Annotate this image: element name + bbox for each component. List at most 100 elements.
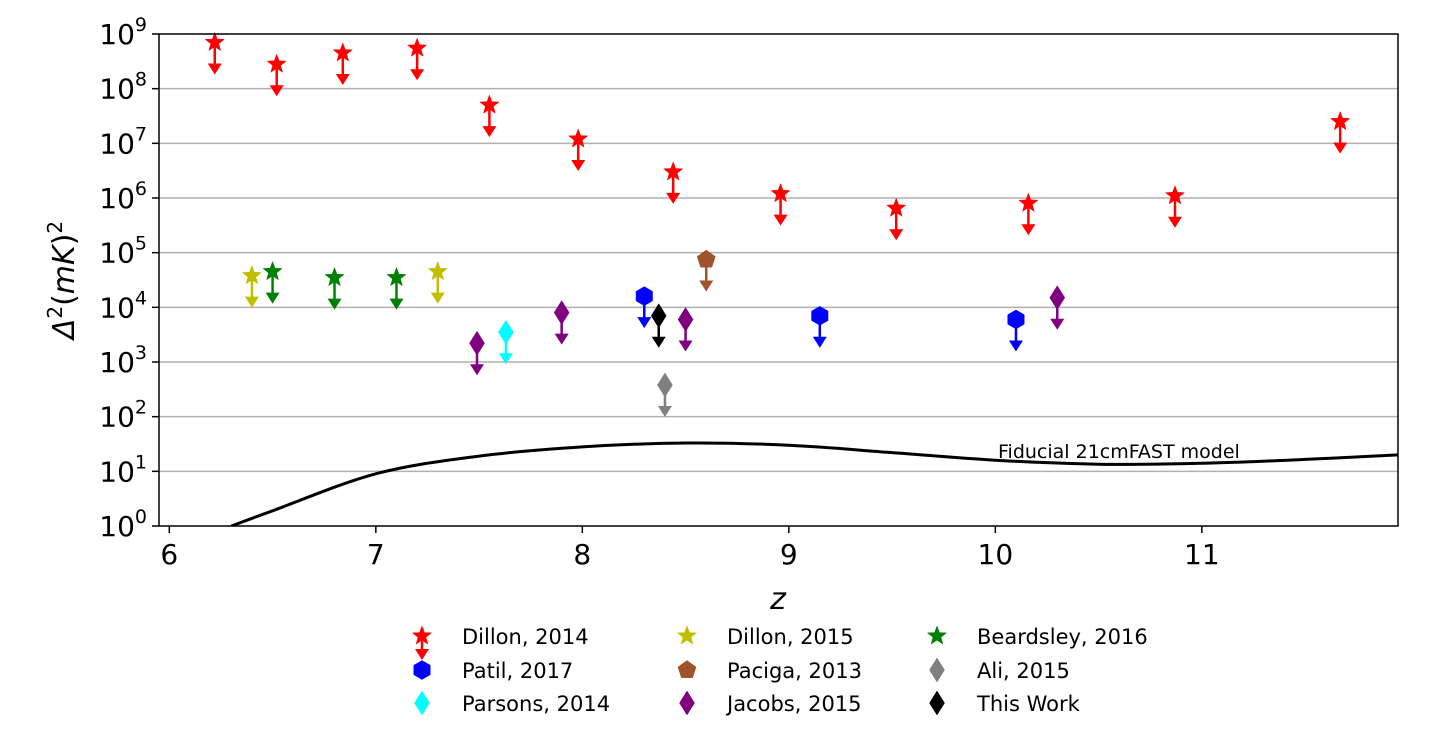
data-point: [770, 182, 791, 203]
upper-limit-arrowhead: [207, 63, 222, 75]
y-tick-label: 101: [99, 451, 147, 488]
upper-limit-arrowhead: [389, 298, 404, 310]
data-point: [1049, 285, 1066, 311]
data-point: [662, 161, 684, 181]
x-tick-label: 6: [160, 538, 178, 571]
upper-limit-arrowhead: [410, 69, 425, 81]
data-point: [677, 306, 694, 332]
data-point: [469, 330, 485, 356]
upper-limit-arrowhead: [773, 214, 788, 226]
upper-limit-arrowhead: [327, 298, 342, 310]
y-tick-label: 106: [99, 178, 147, 215]
legend-label: Dillon, 2015: [727, 625, 854, 649]
upper-limit-arrowhead: [415, 649, 429, 660]
upper-limit-arrowhead: [1008, 340, 1023, 352]
data-point: [266, 53, 287, 73]
upper-limit-arrowhead: [1021, 224, 1036, 236]
legend-marker: [929, 657, 945, 683]
upper-limit-arrowhead: [269, 85, 284, 97]
legend-label: Patil, 2017: [462, 659, 573, 683]
legend-marker: [679, 690, 695, 716]
legend-label: Parsons, 2014: [462, 692, 610, 716]
data-point: [204, 31, 225, 52]
data-point: [1329, 110, 1351, 131]
data-point: [427, 260, 448, 281]
y-tick-label: 103: [99, 342, 147, 379]
x-axis: 6 7 8 9 10 11: [160, 526, 1220, 571]
data-point: [498, 319, 514, 345]
legend-label: Dillon, 2014: [462, 625, 589, 649]
legend-label: Jacobs, 2015: [725, 692, 862, 716]
y-tick-label: 109: [99, 14, 147, 51]
upper-limit-arrowhead: [244, 296, 259, 308]
data-point: [479, 94, 500, 114]
y-axis-title: Δ2(mK)2: [43, 221, 82, 341]
legend-marker: [413, 660, 431, 680]
y-tick-label: 107: [99, 123, 147, 160]
y-axis: 100 101 102 103 104 105 106 107 108 109: [99, 14, 159, 543]
data-point: [406, 37, 428, 57]
x-tick-label: 9: [780, 538, 798, 571]
x-tick-label: 11: [1184, 538, 1220, 571]
gridlines: [159, 87, 1398, 473]
upper-limit-arrowhead: [1050, 318, 1065, 330]
upper-limit-arrowhead: [335, 73, 350, 85]
data-point: [568, 128, 589, 148]
upper-limit-arrowhead: [678, 340, 693, 352]
x-tick-label: 8: [573, 538, 591, 571]
upper-limit-arrowhead: [571, 160, 586, 172]
upper-limit-arrowhead: [554, 333, 569, 345]
y-tick-label: 102: [99, 397, 147, 434]
data-point: [553, 300, 570, 326]
data-point: [1164, 185, 1186, 205]
upper-limit-arrowhead: [1167, 216, 1182, 228]
x-axis-title: z: [769, 582, 787, 617]
data-point: [657, 372, 673, 398]
upper-limit-arrowhead: [1333, 142, 1348, 154]
legend-label: Beardsley, 2016: [977, 625, 1148, 649]
y-tick-label: 108: [99, 69, 147, 106]
plot-frame: [158, 33, 1399, 527]
x-tick-label: 10: [978, 538, 1014, 571]
upper-limit-arrowhead: [637, 317, 652, 329]
upper-limit-arrowhead: [498, 353, 513, 365]
data-point: [241, 264, 263, 285]
legend-marker: [926, 625, 948, 645]
data-markers: [204, 31, 1351, 417]
model-curve-group: [230, 441, 1398, 526]
x-tick-label: 7: [367, 538, 385, 571]
legend-marker: [676, 625, 698, 645]
upper-limit-arrowhead: [699, 280, 714, 292]
upper-limit-arrowhead: [265, 292, 280, 304]
data-point: [811, 306, 829, 326]
upper-limit-arrowhead: [482, 126, 497, 138]
upper-limit-arrowhead: [651, 336, 666, 348]
legend-marker: [677, 660, 697, 678]
data-point: [324, 266, 345, 287]
upper-limit-arrowhead: [430, 292, 445, 304]
data-point: [650, 303, 667, 329]
legend: Dillon, 2014 Patil, 2017 Parsons, 2014 Dill…: [411, 625, 1148, 716]
model-annotation: Fiducial 21cmFAST model: [998, 441, 1240, 463]
data-point: [1007, 309, 1025, 330]
legend-marker: [411, 625, 433, 645]
data-point: [1018, 192, 1039, 212]
legend-marker: [414, 690, 430, 716]
legend-marker: [929, 690, 945, 716]
upper-limit-arrowhead: [812, 336, 827, 348]
y-tick-label: 105: [99, 233, 147, 270]
upper-limit-arrowhead: [889, 229, 904, 241]
y-tick-label: 100: [99, 506, 147, 543]
upper-limit-arrowhead: [470, 364, 485, 376]
data-point: [886, 197, 907, 217]
data-point: [332, 42, 353, 62]
data-point: [635, 286, 653, 306]
legend-label: Ali, 2015: [977, 659, 1070, 683]
data-point: [262, 260, 283, 281]
data-point: [696, 249, 716, 268]
legend-label: This Work: [976, 692, 1081, 716]
data-point: [386, 266, 407, 287]
model-curve: [230, 441, 1398, 526]
upper-limit-arrowhead: [666, 192, 681, 204]
